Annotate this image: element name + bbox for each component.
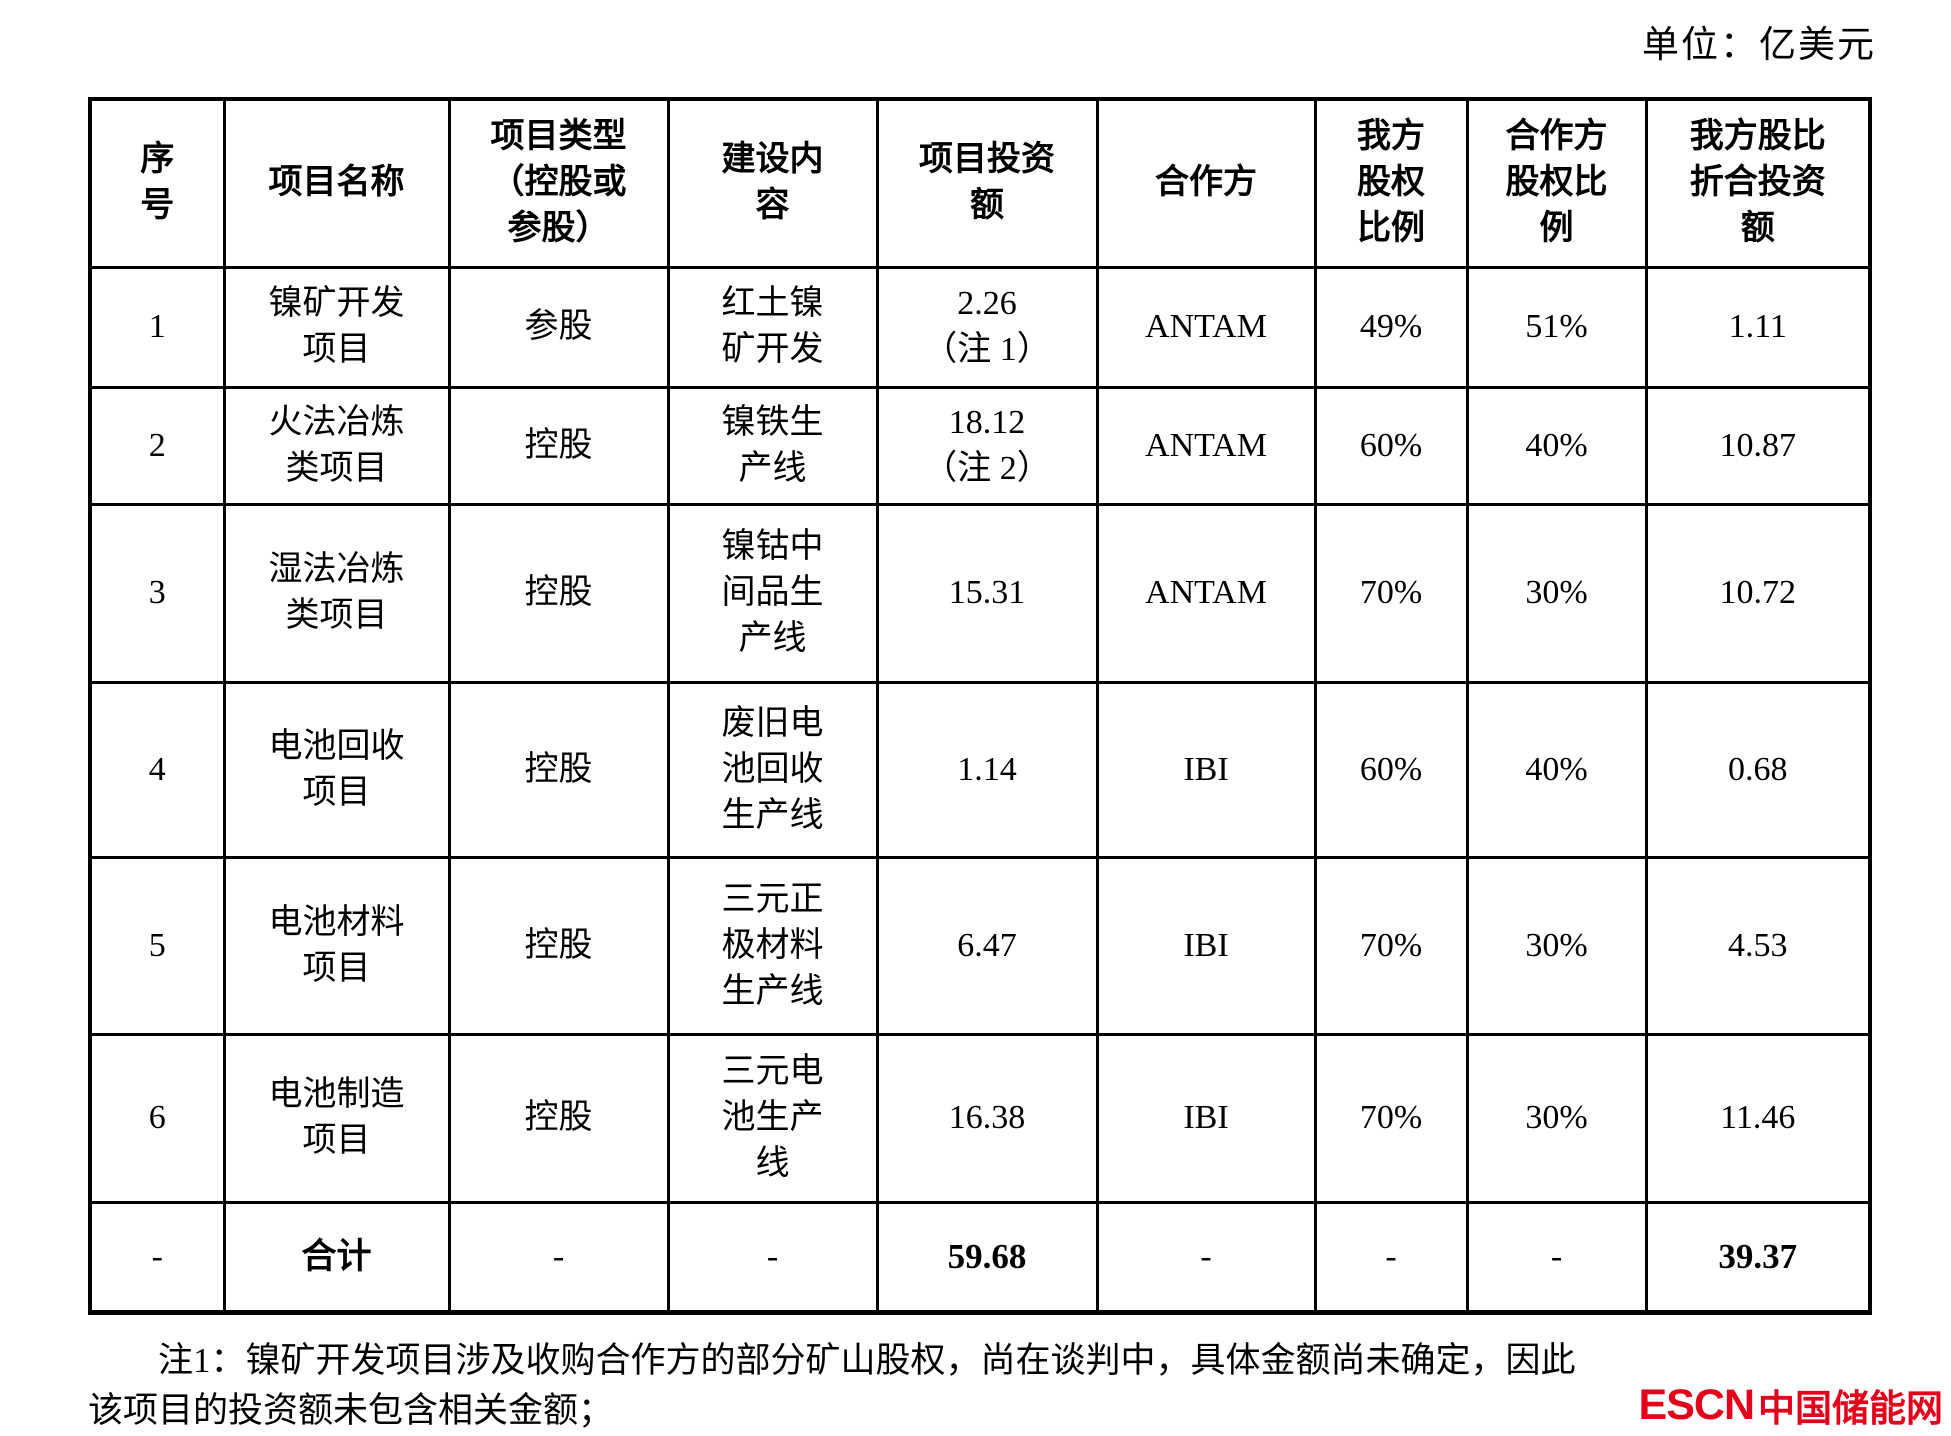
cell-project-type: 控股: [447, 680, 670, 859]
cell-project-name: 镍矿开发 项目: [222, 265, 451, 389]
cell-our-share: 49%: [1313, 265, 1469, 389]
header-project-name: 项目名称: [222, 97, 451, 269]
cell-project-name: 电池回收 项目: [222, 680, 451, 859]
cell-partner: IBI: [1095, 1032, 1317, 1204]
cell-construction-content: 镍铁生 产线: [666, 385, 879, 506]
cell-partner: ANTAM: [1095, 502, 1317, 684]
footnote-note1: 注1：镍矿开发项目涉及收购合作方的部分矿山股权，尚在谈判中，具体金额尚未确定，因…: [88, 1341, 1576, 1430]
cell-no: 5: [88, 855, 226, 1036]
cell-project-name: 湿法冶炼 类项目: [222, 502, 451, 684]
cell-our-share: 70%: [1313, 502, 1469, 684]
cell-construction-content: 三元电 池生产 线: [666, 1032, 879, 1204]
cell-partner-share: 30%: [1465, 502, 1648, 684]
header-no: 序 号: [88, 97, 226, 269]
cell-project-type: 控股: [447, 1032, 670, 1204]
total-partner: -: [1095, 1200, 1317, 1314]
header-our-converted-investment: 我方股比 折合投资 额: [1644, 97, 1872, 269]
table-header-row: 序 号 项目名称 项目类型 （控股或 参股） 建设内 容 项目投资 额 合作方 …: [88, 97, 1872, 269]
cell-project-type: 控股: [447, 385, 670, 506]
header-partner-share: 合作方 股权比 例: [1465, 97, 1648, 269]
cell-partner: IBI: [1095, 855, 1317, 1036]
unit-label: 单位：亿美元: [1642, 25, 1876, 66]
header-construction-content: 建设内 容: [666, 97, 879, 269]
cell-partner-share: 30%: [1465, 855, 1648, 1036]
table-row: 3 湿法冶炼 类项目 控股 镍钴中 间品生 产线 15.31 ANTAM 70%…: [88, 502, 1872, 684]
cell-our-investment: 1.11: [1644, 265, 1872, 389]
cell-partner-share: 30%: [1465, 1032, 1648, 1204]
cell-investment: 6.47: [875, 855, 1099, 1036]
table-row: 2 火法冶炼 类项目 控股 镍铁生 产线 18.12 （注 2） ANTAM 6…: [88, 385, 1872, 506]
cell-partner: IBI: [1095, 680, 1317, 859]
cell-our-investment: 10.72: [1644, 502, 1872, 684]
cell-no: 3: [88, 502, 226, 684]
cell-construction-content: 废旧电 池回收 生产线: [666, 680, 879, 859]
total-our-share: -: [1313, 1200, 1469, 1314]
cell-project-name: 火法冶炼 类项目: [222, 385, 451, 506]
escn-logo-text: ESCN: [1638, 1380, 1755, 1429]
cell-project-type: 控股: [447, 855, 670, 1036]
cell-project-type: 控股: [447, 502, 670, 684]
cell-no: 2: [88, 385, 226, 506]
cell-our-investment: 11.46: [1644, 1032, 1872, 1204]
table-row: 6 电池制造 项目 控股 三元电 池生产 线 16.38 IBI 70% 30%…: [88, 1032, 1872, 1204]
cell-investment: 1.14: [875, 680, 1099, 859]
table-row: 5 电池材料 项目 控股 三元正 极材料 生产线 6.47 IBI 70% 30…: [88, 855, 1872, 1036]
cell-our-investment: 10.87: [1644, 385, 1872, 506]
table-row: 4 电池回收 项目 控股 废旧电 池回收 生产线 1.14 IBI 60% 40…: [88, 680, 1872, 859]
cell-no: 1: [88, 265, 226, 389]
cell-investment: 15.31: [875, 502, 1099, 684]
cell-no: 6: [88, 1032, 226, 1204]
cell-partner-share: 40%: [1465, 385, 1648, 506]
cell-our-investment: 4.53: [1644, 855, 1872, 1036]
cell-partner-share: 40%: [1465, 680, 1648, 859]
header-project-investment: 项目投资 额: [875, 97, 1099, 269]
escn-logo-chinese-text: 中国储能网: [1758, 1388, 1943, 1429]
cell-our-share: 70%: [1313, 855, 1469, 1036]
cell-our-share: 60%: [1313, 680, 1469, 859]
table-row: 1 镍矿开发 项目 参股 红土镍 矿开发 2.26 （注 1） ANTAM 49…: [88, 265, 1872, 389]
total-investment: 59.68: [875, 1200, 1099, 1314]
cell-investment: 18.12 （注 2）: [875, 385, 1099, 506]
total-partner-share: -: [1465, 1200, 1648, 1314]
investment-projects-table: 序 号 项目名称 项目类型 （控股或 参股） 建设内 容 项目投资 额 合作方 …: [88, 97, 1872, 1315]
cell-partner: ANTAM: [1095, 385, 1317, 506]
cell-construction-content: 三元正 极材料 生产线: [666, 855, 879, 1036]
cell-partner: ANTAM: [1095, 265, 1317, 389]
cell-project-name: 电池材料 项目: [222, 855, 451, 1036]
cell-our-share: 70%: [1313, 1032, 1469, 1204]
total-type: -: [447, 1200, 670, 1314]
header-our-share: 我方 股权 比例: [1313, 97, 1469, 269]
table-total-row: - 合计 - - 59.68 - - - 39.37: [88, 1200, 1872, 1314]
cell-our-investment: 0.68: [1644, 680, 1872, 859]
cell-investment: 2.26 （注 1）: [875, 265, 1099, 389]
cell-partner-share: 51%: [1465, 265, 1648, 389]
cell-investment: 16.38: [875, 1032, 1099, 1204]
header-partner: 合作方: [1095, 97, 1317, 269]
total-our-investment: 39.37: [1644, 1200, 1872, 1314]
cell-no: 4: [88, 680, 226, 859]
cell-project-name: 电池制造 项目: [222, 1032, 451, 1204]
cell-construction-content: 红土镍 矿开发: [666, 265, 879, 389]
total-content: -: [666, 1200, 879, 1314]
cell-our-share: 60%: [1313, 385, 1469, 506]
total-no: -: [88, 1200, 226, 1314]
header-project-type: 项目类型 （控股或 参股）: [447, 97, 670, 269]
total-label: 合计: [222, 1200, 451, 1314]
escn-logo: ESCN 中国储能网: [1639, 1378, 1943, 1432]
cell-project-type: 参股: [447, 265, 670, 389]
cell-construction-content: 镍钴中 间品生 产线: [666, 502, 879, 684]
